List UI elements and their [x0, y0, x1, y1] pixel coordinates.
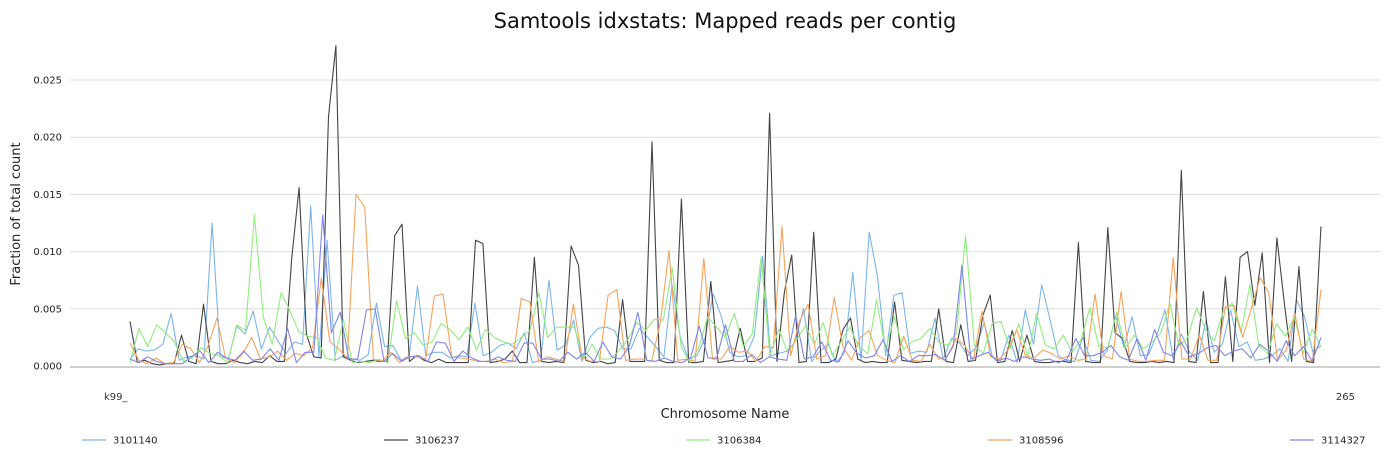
series-line-3106384 [129, 214, 1322, 364]
y-axis-ticks: 0.000 0.005 0.010 0.015 0.020 0.025 [33, 76, 62, 373]
legend-item-3106384[interactable]: 3106384 [686, 436, 762, 447]
legend-label: 3101140 [113, 436, 158, 447]
series-line-3108596 [129, 193, 1322, 365]
grid-lines [70, 79, 1380, 310]
chart-title: Samtools idxstats: Mapped reads per cont… [494, 9, 957, 33]
series-line-3114327 [129, 214, 1322, 365]
legend-label: 3106237 [415, 436, 460, 447]
series-line-3106237 [129, 45, 1322, 366]
legend-label: 3114327 [1321, 436, 1366, 447]
y-tick-label: 0.000 [33, 362, 62, 373]
y-tick-label: 0.025 [33, 76, 62, 87]
y-tick-label: 0.015 [33, 190, 62, 201]
x-tick-label-first: k99_ [104, 392, 129, 403]
x-tick-label-last: 265 [1336, 392, 1355, 403]
legend-label: 3106384 [717, 436, 762, 447]
y-axis-label: Fraction of total count [9, 142, 24, 285]
series-lines [129, 45, 1322, 366]
legend-item-3106237[interactable]: 3106237 [384, 436, 460, 447]
legend: 3101140 3106237 3106384 3108596 3114327 [82, 436, 1366, 447]
legend-item-3114327[interactable]: 3114327 [1290, 436, 1366, 447]
legend-label: 3108596 [1019, 436, 1064, 447]
legend-item-3101140[interactable]: 3101140 [82, 436, 158, 447]
y-tick-label: 0.005 [33, 304, 62, 315]
y-tick-label: 0.020 [33, 133, 62, 144]
y-tick-label: 0.010 [33, 247, 62, 258]
legend-item-3108596[interactable]: 3108596 [988, 436, 1064, 447]
series-line-3101140 [129, 205, 1322, 364]
x-axis-label: Chromosome Name [661, 407, 790, 422]
